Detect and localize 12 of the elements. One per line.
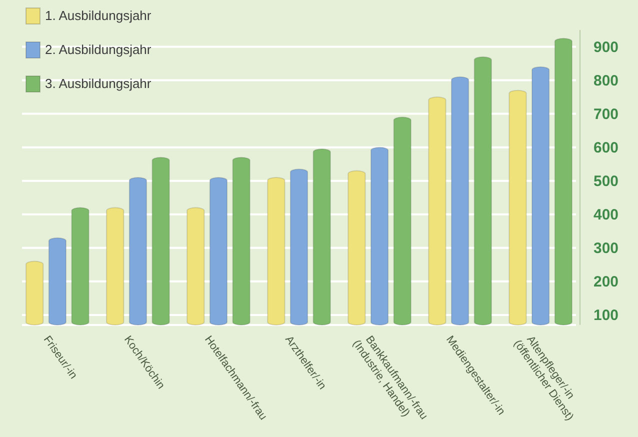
legend-label: 3. Ausbildungsjahr: [45, 76, 152, 91]
y-tick-label: 400: [593, 206, 619, 224]
y-tick-label: 200: [593, 274, 619, 291]
y-tick-label: 500: [593, 173, 619, 190]
y-tick-label: 100: [593, 307, 619, 324]
y-tick-label: 900: [593, 39, 619, 56]
y-tick-label: 800: [593, 72, 619, 90]
y-tick-label: 700: [593, 106, 619, 124]
legend-label: 1. Ausbildungsjahr: [45, 8, 152, 23]
legend-label: 2. Ausbildungsjahr: [45, 42, 152, 57]
y-tick-label: 600: [593, 140, 619, 157]
y-tick-label: 300: [593, 240, 619, 258]
